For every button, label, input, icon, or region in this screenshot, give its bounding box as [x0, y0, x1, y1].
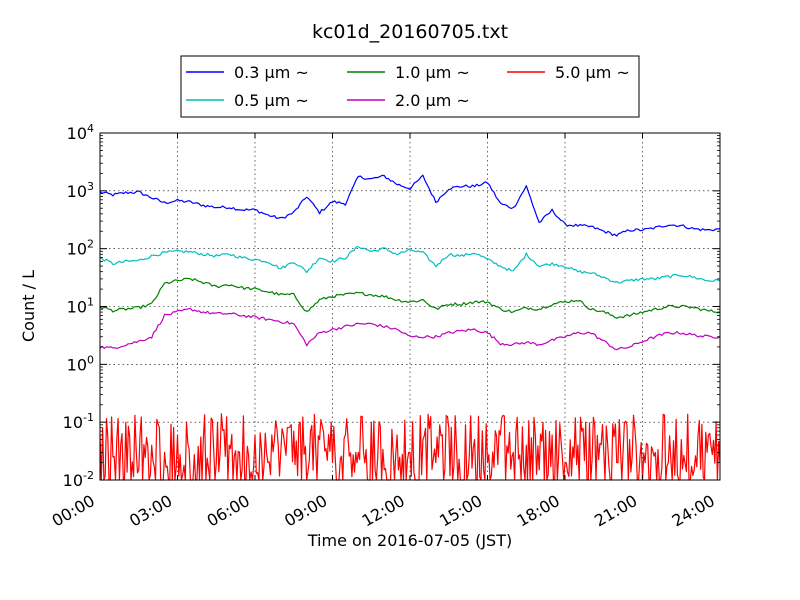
grid-layer: [100, 133, 720, 480]
series-line: [99, 277, 721, 319]
y-tick-exponent: 4: [87, 122, 94, 135]
y-tick-exponent: 2: [87, 238, 94, 251]
y-tick-label: 102: [67, 238, 94, 259]
legend: 0.3 μm ~ 0.5 μm ~ 1.0 μm ~ 2.0 μm ~ 5.0 μm ~: [180, 55, 640, 118]
y-tick-base: 10: [67, 298, 87, 317]
x-axis-label: Time on 2016-07-05 (JST): [307, 531, 512, 550]
y-tick-base: 10: [67, 124, 87, 143]
y-tick-label: 10-1: [63, 411, 94, 432]
series-line: [99, 307, 721, 351]
y-tick-label: 104: [67, 122, 94, 143]
y-tick-base: 10: [67, 240, 87, 259]
y-tick-exponent: 3: [87, 180, 94, 193]
series-line: [99, 413, 721, 481]
y-tick-label: 100: [67, 353, 94, 374]
series-line: [99, 174, 720, 237]
legend-frame: [180, 55, 640, 118]
y-axis-label: Count / L: [19, 270, 38, 342]
chart-title: kc01d_20160705.txt: [312, 21, 508, 43]
y-tick-exponent: -2: [83, 469, 94, 482]
series-line: [99, 246, 721, 284]
y-tick-base: 10: [67, 182, 87, 201]
y-tick-base: 10: [67, 355, 87, 374]
legend-label: 0.3 μm ~: [234, 63, 309, 82]
y-tick-label: 10-2: [63, 469, 94, 490]
y-tick-exponent: 0: [87, 353, 94, 366]
y-tick-label: 103: [67, 180, 94, 201]
legend-label: 1.0 μm ~: [395, 63, 470, 82]
legend-label: 2.0 μm ~: [395, 91, 470, 110]
series-layer: [99, 174, 721, 481]
legend-label: 0.5 μm ~: [234, 91, 309, 110]
y-tick-exponent: -1: [83, 411, 94, 424]
y-tick-exponent: 1: [87, 296, 94, 309]
y-tick-base: 10: [63, 413, 83, 432]
y-tick-label: 101: [67, 296, 94, 317]
y-tick-base: 10: [63, 471, 83, 490]
legend-label: 5.0 μm ~: [555, 63, 630, 82]
